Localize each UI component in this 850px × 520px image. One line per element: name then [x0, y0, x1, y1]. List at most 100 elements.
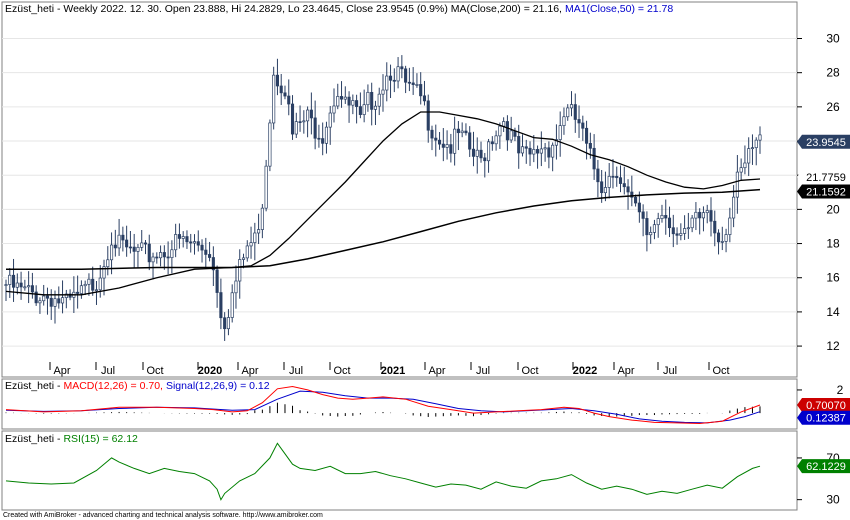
rsi-value-label-text: 62.1229	[806, 461, 846, 473]
price-panel	[1, 1, 798, 378]
candle-down	[615, 175, 619, 179]
candle-up	[42, 295, 46, 302]
price-tick-label: 14	[826, 305, 840, 319]
candle-up	[226, 317, 230, 330]
candle-up	[660, 215, 664, 219]
candle-up	[728, 217, 732, 235]
rsi-panel	[1, 430, 798, 511]
candle-down	[528, 147, 532, 155]
price-tick-label: 26	[826, 100, 840, 114]
candle-up	[87, 278, 91, 285]
candle-down	[524, 146, 528, 149]
candle-down	[317, 137, 321, 140]
candle-down	[611, 175, 615, 178]
candle-up	[475, 149, 479, 157]
candle-up	[385, 75, 389, 91]
candle-up	[230, 292, 234, 318]
candle-down	[675, 233, 679, 236]
time-tick-label: Apr	[428, 365, 445, 377]
candle-down	[76, 291, 80, 294]
candle-down	[698, 211, 702, 219]
candle-down	[479, 149, 483, 159]
candle-up	[701, 212, 706, 219]
candle-up	[53, 298, 57, 307]
time-tick-label: 2020	[198, 365, 222, 377]
time-tick-label: Jul	[476, 365, 490, 377]
candle-up	[332, 105, 336, 114]
candle-down	[91, 278, 95, 291]
time-tick-label: Apr	[241, 365, 258, 377]
candle-down	[667, 217, 672, 229]
rsi-line	[5, 442, 761, 501]
candle-up	[554, 139, 558, 146]
candle-down	[441, 143, 445, 148]
candle-up	[102, 266, 106, 279]
candle-up	[366, 91, 370, 106]
candle-up	[754, 139, 758, 149]
candle-up	[106, 259, 110, 268]
candle-down	[204, 249, 208, 255]
candle-down	[128, 246, 132, 249]
candle-down	[456, 128, 460, 134]
candle-down	[215, 269, 219, 293]
price-tick-label: 30	[826, 32, 840, 46]
rsi-tick-label: 30	[826, 493, 840, 507]
candle-up	[302, 120, 306, 123]
candle-down	[634, 196, 638, 204]
candle-up	[136, 246, 140, 252]
candle-up	[343, 96, 347, 100]
candle-down	[422, 95, 427, 102]
candle-up	[758, 134, 762, 141]
candle-down	[630, 191, 634, 198]
price-candles	[4, 55, 762, 341]
candle-up	[566, 107, 570, 118]
macd-title-signal: Signal(12,26,9) = 0.12	[166, 380, 270, 392]
candle-down	[189, 241, 193, 244]
candle-up	[720, 241, 724, 243]
price-grid	[2, 38, 797, 347]
candle-down	[49, 297, 53, 307]
candle-up	[652, 224, 656, 233]
time-tick-label: Apr	[53, 365, 70, 377]
ma200-value-label-bg	[797, 184, 850, 199]
candle-down	[309, 109, 313, 119]
candle-down	[147, 243, 151, 263]
candle-down	[641, 211, 645, 219]
candle-down	[155, 256, 159, 259]
candle-down	[68, 293, 72, 298]
close-value-label-bg	[797, 134, 850, 149]
candle-up	[498, 125, 502, 137]
candle-up	[502, 121, 506, 127]
candle-down	[321, 138, 325, 144]
macd-tick-label: 2	[837, 383, 844, 397]
candle-down	[517, 136, 521, 154]
candle-up	[509, 130, 513, 141]
candle-down	[585, 127, 589, 144]
candle-down	[573, 104, 577, 120]
candle-down	[45, 295, 50, 299]
candle-down	[637, 202, 641, 213]
price-tick-label: 12	[826, 339, 840, 353]
time-tick-label: Oct	[333, 365, 350, 377]
candle-up	[27, 285, 31, 288]
candle-up	[735, 171, 739, 198]
candle-down	[125, 239, 129, 248]
candle-up	[543, 147, 547, 150]
candle-up	[98, 277, 102, 291]
candle-up	[110, 244, 114, 261]
signal-value-label-bg	[797, 410, 850, 425]
candle-down	[400, 66, 404, 70]
candle-up	[694, 211, 698, 219]
time-tick-label: Apr	[617, 365, 634, 377]
candle-up	[117, 234, 121, 249]
candle-up	[415, 84, 419, 86]
candle-down	[419, 84, 423, 97]
candle-up	[324, 126, 329, 144]
candle-up	[656, 218, 660, 226]
price-title: Ezüst_heti - Weekly 2022. 12. 30. Open 2…	[5, 3, 673, 15]
candle-up	[257, 229, 261, 234]
candle-down	[208, 254, 212, 258]
ma50-value-label-bg	[797, 169, 850, 184]
time-axis: Apr Jul Oct 2020 Apr Jul Oct 2021 Apr Jul Oct 2022 A…	[49, 362, 730, 377]
candle-down	[196, 241, 200, 246]
